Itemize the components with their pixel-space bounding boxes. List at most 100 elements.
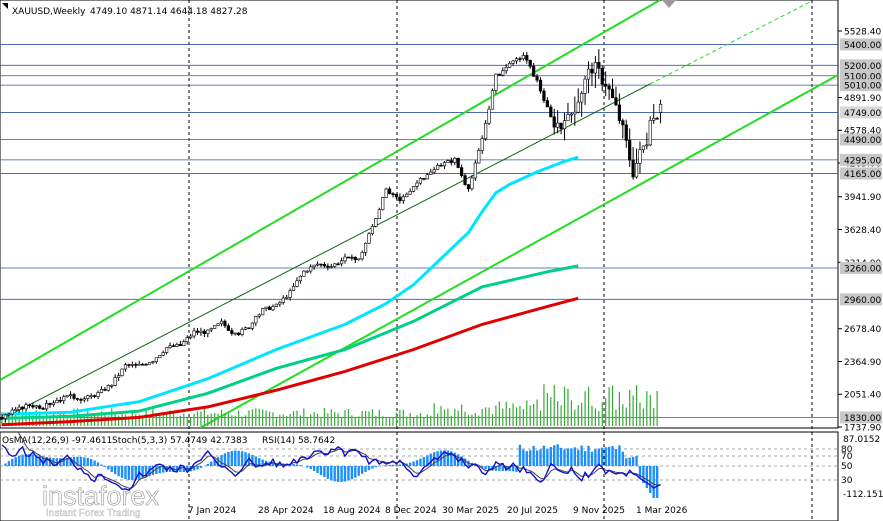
candle-body	[99, 389, 104, 393]
candle-body	[610, 88, 615, 98]
candle-body	[480, 138, 484, 151]
level-label: 5100.00	[844, 72, 881, 82]
level-label: 4749.00	[844, 109, 881, 119]
candle-body	[343, 256, 347, 262]
candle-body	[134, 364, 138, 366]
candle-body	[545, 100, 549, 108]
level-label: 4490.00	[844, 136, 881, 146]
candle-body	[425, 174, 429, 180]
candle-body	[237, 332, 241, 335]
candle-body	[322, 264, 327, 267]
candle-body	[281, 297, 285, 303]
candle-body	[195, 330, 200, 333]
price-tick-label: 1737.90	[844, 424, 881, 434]
ohlc-label: 4749.10 4871.14 4644.18 4827.28	[90, 7, 248, 17]
candle-body	[621, 120, 625, 126]
candle-body	[525, 55, 529, 61]
collapse-arrow-icon[interactable]	[2, 3, 8, 9]
chart-shift-marker-icon[interactable]	[662, 0, 676, 8]
candle-body	[559, 122, 563, 130]
candle-body	[514, 58, 519, 62]
level-tag	[840, 133, 882, 146]
level-label: 5400.00	[844, 41, 881, 51]
candle-body	[192, 330, 196, 337]
candle-body	[38, 405, 42, 409]
price-tick-label: 5528.40	[844, 28, 881, 38]
candle-body	[329, 266, 333, 268]
candle-body	[189, 335, 193, 338]
fast_ma-line	[1, 155, 579, 416]
symbol-label: XAUUSD,Weekly	[12, 7, 86, 17]
candle-body	[103, 389, 107, 391]
osma-label: OsMA(12,26,9) -97.4611	[2, 436, 112, 446]
candle-body	[631, 159, 635, 178]
candle-body	[556, 122, 560, 128]
candle-body	[127, 364, 131, 366]
candle-body	[470, 177, 474, 190]
candle-body	[648, 120, 652, 146]
candle-body	[494, 73, 498, 91]
candle-body	[381, 197, 385, 211]
candle-body	[333, 263, 337, 267]
candle-body	[504, 67, 508, 72]
candle-body	[446, 160, 450, 163]
candle-body	[319, 263, 323, 266]
candle-body	[600, 68, 604, 85]
trend-channels	[0, 0, 838, 428]
time-label: 8 Dec 2024	[385, 506, 437, 516]
candle-body	[401, 196, 405, 201]
candle-body	[44, 402, 49, 410]
candle-body	[586, 68, 591, 80]
candle-body	[473, 162, 477, 179]
candle-body	[367, 233, 371, 244]
candle-body	[535, 76, 539, 81]
candle-body	[377, 209, 381, 220]
candle-body	[429, 171, 433, 175]
candle-body	[34, 405, 38, 408]
time-axis: 7 Jan 2024 28 Apr 2024 18 Aug 2024 8 Dec 20…	[188, 506, 688, 516]
osc-level-label: 80	[841, 445, 853, 455]
level-label: 5200.00	[844, 62, 881, 72]
candle-body	[20, 406, 25, 410]
candle-body	[257, 314, 261, 317]
candle-body	[110, 384, 114, 387]
level-label: 5010.00	[844, 82, 881, 92]
candle-body	[501, 70, 505, 76]
candle-body	[436, 164, 440, 170]
candle-body	[226, 325, 230, 331]
candle-body	[460, 167, 464, 176]
brand-watermark: instaforex Instant Forex Trading	[5, 478, 160, 519]
candle-body	[511, 60, 515, 64]
price-tick-label: 3941.90	[844, 193, 881, 203]
candle-body	[641, 145, 646, 151]
candle-body	[216, 323, 220, 326]
candle-body	[614, 97, 618, 106]
candle-body	[219, 320, 224, 324]
candle-body	[24, 404, 28, 410]
instaforex-logo-icon	[5, 478, 39, 512]
candle-body	[518, 58, 522, 60]
brand-name: instaforex	[42, 481, 160, 511]
candle-body	[298, 275, 303, 282]
candle-body	[305, 270, 309, 273]
candle-body	[113, 377, 117, 386]
candle-body	[432, 169, 436, 173]
candle-body	[604, 83, 608, 87]
level-tag	[840, 38, 882, 51]
level-tag	[840, 153, 882, 166]
candle-body	[634, 163, 639, 178]
candle-body	[374, 218, 378, 227]
support-resistance-levels	[0, 44, 838, 418]
candle-body	[542, 90, 546, 101]
volume-bars	[1, 384, 658, 426]
candle-body	[158, 354, 162, 359]
candle-body	[288, 290, 292, 298]
candle-body	[532, 66, 536, 77]
candle-body	[271, 306, 275, 311]
candle-body	[89, 395, 93, 397]
candle-body	[652, 117, 656, 121]
candle-body	[583, 78, 587, 94]
candle-body	[278, 302, 282, 305]
